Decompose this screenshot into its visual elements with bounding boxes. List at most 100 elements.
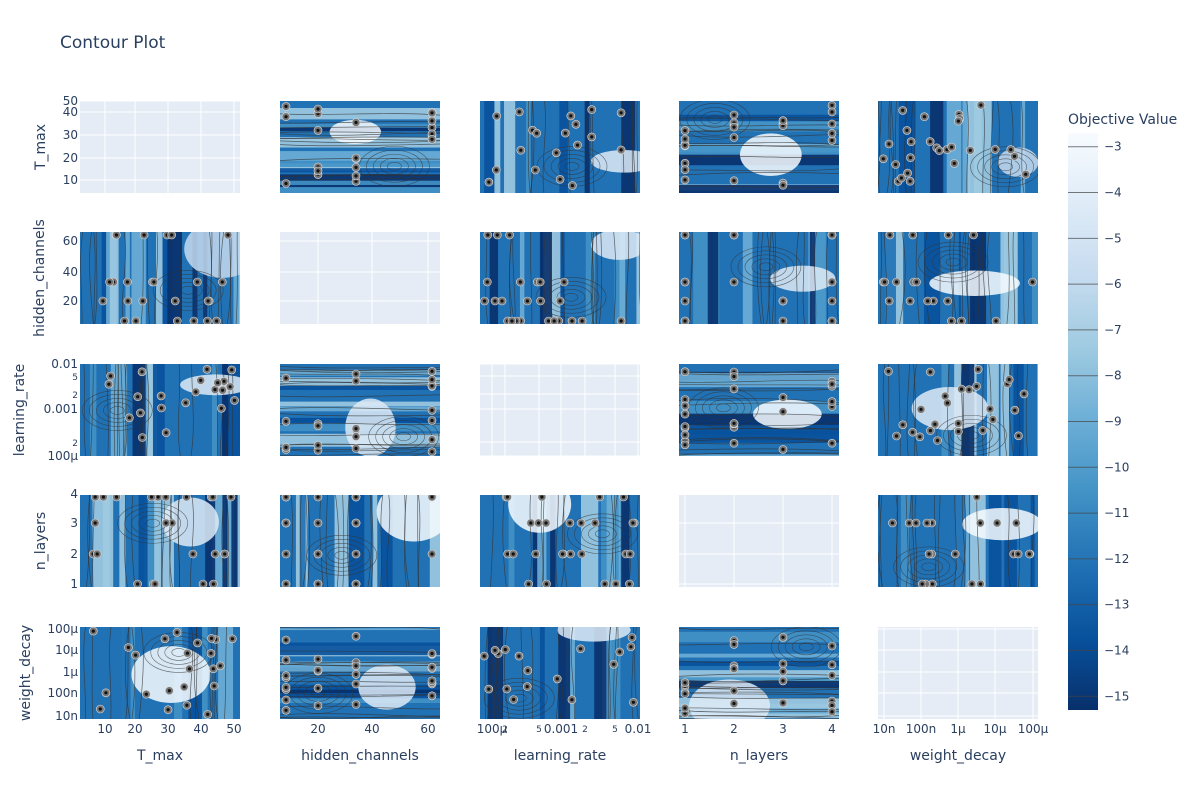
trial-marker-center [830,138,834,142]
trial-marker-center [683,706,687,710]
contour-line [959,364,964,456]
contour-band [679,423,839,435]
trial-marker-center [683,233,687,237]
contour-line [280,377,440,381]
trial-marker-center [138,411,142,415]
trial-marker-center [952,161,956,165]
y-tick-label: 5 [72,373,78,383]
y-tick-label: 100µ [47,622,78,636]
trial-marker-center [354,435,358,439]
contour-line [94,232,98,324]
contour-line [1012,232,1016,324]
x-tick-label: 60 [420,722,435,736]
contour-line [688,232,693,324]
trial-marker-center [920,582,924,586]
trial-marker-center [988,407,992,411]
contour-line [679,627,839,631]
trial-marker-center [830,400,834,404]
contour-line [878,495,883,587]
trial-marker-center [931,299,935,303]
contour-line [679,168,839,172]
contour-band [594,627,609,719]
trial-marker-center [911,430,915,434]
y-tick-label: 20 [63,151,78,165]
contour-band [679,121,839,132]
contour-line [370,495,374,587]
contour-ring [784,634,828,660]
trial-marker-center [430,495,434,499]
x-tick-label: 30 [160,722,175,736]
trial-marker-center [354,179,358,183]
trial-marker-center [494,168,498,172]
contour-band [565,627,575,719]
trial-marker-center [683,370,687,374]
contour-ring [556,288,586,306]
contour-line [908,495,915,587]
trial-marker-center [937,149,941,153]
contour-band [280,380,440,386]
contour-band [238,232,240,324]
y-tick-label: 40 [63,265,78,279]
contour-ring [382,424,425,449]
trial-marker-center [558,177,562,181]
y-axis-title: n_layers [33,512,49,570]
contour-line [528,495,532,587]
trial-marker-center [185,651,189,655]
contour-line [679,402,839,406]
contour-ring [563,292,579,302]
contour-ring [396,432,411,441]
contour-band [156,232,163,324]
y-tick-label: 10µ [55,643,78,657]
contour-line [280,131,440,136]
x-tick-label: 3 [779,722,787,736]
contour-ring [938,253,968,271]
trial-marker-center [598,495,602,499]
trial-marker-center [630,635,634,640]
x-tick-label: 40 [364,722,379,736]
contour-band [280,383,440,390]
contour-ring [334,550,350,560]
trial-marker-center [316,495,320,499]
trial-marker-center [683,319,687,323]
contour-ring [914,558,944,576]
trial-marker-center [209,636,214,641]
trial-marker-center [354,495,358,499]
trial-marker-center [781,701,785,705]
contour-line [529,101,535,193]
trial-marker-center [185,703,189,707]
x-tick-label: 0.01 [625,722,652,736]
trial-marker-center [430,552,434,556]
trial-marker-center [683,299,687,303]
trial-marker-center [182,685,186,689]
x-tick-label: 2 [582,725,588,735]
trial-marker-center [683,711,687,715]
trial-marker-center [1014,521,1018,525]
trial-marker-center [830,319,834,323]
panel-T_max-vs-weight_decay [878,101,1038,193]
contour-band [280,185,440,193]
contour-light-region [739,133,802,176]
trial-marker-center [211,582,215,586]
panel-weight_decay-vs-weight_decay [878,627,1038,719]
trial-marker-center [127,416,131,420]
contour-line [280,394,440,398]
trial-marker-center [284,638,288,642]
trial-marker-center [945,401,950,405]
panel-hidden_channels-vs-weight_decay [878,232,1038,324]
contour-ring [921,562,937,572]
trial-marker-center [430,651,434,656]
contour-line [490,495,494,587]
trial-marker-center [316,657,320,661]
contour-band [280,642,440,656]
contour-line [280,715,440,719]
y-tick-label: 3 [70,516,78,530]
contour-line [933,495,937,587]
contour-ring [588,525,617,543]
trial-marker-center [590,108,594,112]
contour-line [639,232,640,306]
contour-line [949,232,954,324]
contour-line [530,627,534,719]
trial-marker-center [95,552,99,556]
trial-marker-center [152,280,156,284]
trial-marker-center [205,319,209,323]
